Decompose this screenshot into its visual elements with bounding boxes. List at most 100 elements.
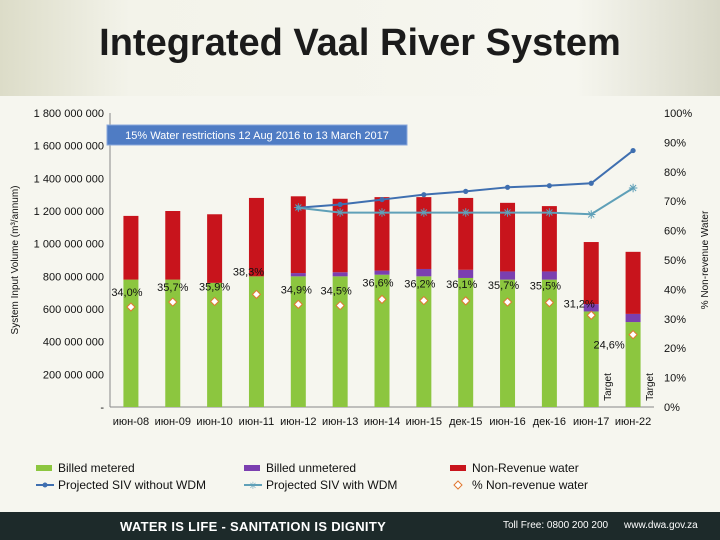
bar-segment [541,206,557,272]
data-label: 35,7% [488,280,519,292]
series-marker [588,180,594,186]
x-tick-label: июн-22 [615,416,651,428]
bar-segment [374,270,390,275]
y2-tick-label: 30% [664,314,686,326]
bar-segment [290,273,306,277]
y2-tick-label: 50% [664,255,686,267]
y2-tick-label: 100% [664,108,692,120]
bar-segment [374,274,390,407]
y-tick-label: 800 000 000 [43,271,104,283]
y2-tick-label: 60% [664,226,686,238]
legend-marker [453,480,463,490]
nrw-point [126,302,136,312]
data-label: 36,6% [362,277,393,289]
series-marker: ✳ [587,209,596,221]
data-label: 34,0% [111,287,142,299]
y-tick-label: 1 000 000 000 [34,239,104,251]
series-marker: ✳ [461,208,470,220]
y-tick-label: 1 400 000 000 [34,173,104,185]
y2-tick-label: 40% [664,284,686,296]
x-tick-label: июн-14 [364,416,400,428]
nrw-point [460,296,471,306]
bar-segment [583,304,599,312]
x-tick-label: июн-11 [239,416,275,428]
nrw-point [251,289,262,300]
annotation-text: 15% Water restrictions 12 Aug 2016 to 13… [125,130,389,142]
nrw-point [293,299,304,310]
series-marker [463,188,469,194]
y2-tick-label: 80% [664,167,686,179]
series-marker: ✳ [294,203,303,215]
nrw-point [419,295,429,306]
bar-segment [541,279,557,407]
series-marker [379,196,385,203]
legend-marker [42,482,48,488]
slide-title: Integrated Vaal River System [99,22,621,64]
bar-segment [332,276,348,407]
footer-tollfree: Toll Free: 0800 200 200 [503,520,609,531]
x-tick-label: июн-13 [322,416,358,428]
series-marker [546,183,552,189]
x-tick-label: июн-16 [489,416,525,428]
bar-segment [332,272,348,277]
footer-slogan: WATER IS LIFE - SANITATION IS DIGNITY [120,519,387,534]
data-label: 36,2% [404,279,435,291]
bar-segment [207,282,223,407]
legend-swatch [450,465,466,471]
chart: - 200 000 000 400 000 000 600 000 000 800 00… [10,108,711,492]
y2-tick-label: 0% [664,402,680,414]
data-label: 35,5% [530,281,561,293]
bar-segment [541,271,557,280]
data-label: 31,2% [564,298,595,310]
nrw-point [335,300,345,311]
y2-tick-label: 10% [664,373,686,385]
x-tick-label: июн-17 [573,416,609,428]
bar-segment [500,271,516,280]
nrw-point [628,329,638,340]
y-axis-label: System Input Volume (m³/annum) [10,186,21,335]
bar-segment [458,269,474,278]
bar-segment [416,268,432,277]
bar-segment [583,242,599,305]
data-label: 34,5% [321,286,352,298]
data-label: 34,9% [281,284,312,296]
series-marker [630,147,636,154]
nrw-point [377,294,387,305]
x-tick-label: июн-10 [196,416,232,428]
footer: WATER IS LIFE - SANITATION IS DIGNITY To… [0,512,720,540]
y-tick-label: 1 600 000 000 [34,141,104,153]
bar-segment [165,211,181,280]
x-tick-label: дек-16 [533,416,566,428]
nrw-point [168,297,178,307]
legend-label: % Non-revenue water [472,478,588,492]
bar-segment [290,196,306,274]
series-marker: ✳ [628,183,637,195]
bar-segment [416,197,432,269]
nrw-point [544,297,555,308]
y-tick-label: 600 000 000 [43,304,104,316]
series-marker: ✳ [377,208,386,220]
legend-label: Projected SIV with WDM [266,478,397,492]
data-label: 24,6% [593,340,624,352]
y-tick-label: - [100,402,104,414]
bar-segment [374,197,390,271]
target-label: Target [603,373,614,401]
y-tick-label: 1 200 000 000 [34,206,104,218]
title-band: Integrated Vaal River System [0,0,720,96]
bar-segment [248,197,264,277]
legend-label: Non-Revenue water [472,461,579,475]
series-line [298,187,634,216]
bar-segment [123,279,139,407]
x-tick-label: июн-12 [280,416,316,428]
bar-segment [290,276,306,407]
bar-segment [625,313,641,323]
bar-segment [500,202,516,272]
series-marker: ✳ [336,208,345,220]
data-label: 36,1% [446,279,477,291]
bar-segment [207,214,223,283]
series-marker [337,201,343,208]
x-tick-label: дек-15 [449,416,482,428]
series-marker: ✳ [503,208,512,220]
y-tick-label: 200 000 000 [43,369,104,381]
